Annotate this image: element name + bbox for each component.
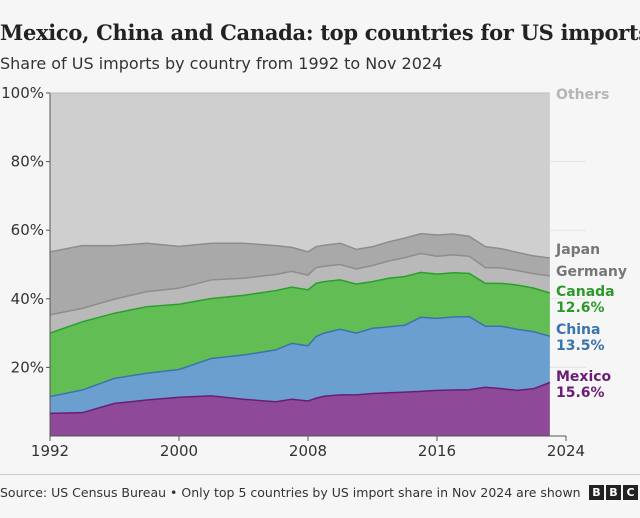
area-germany [50,253,550,334]
legend-label-germany: Germany [556,264,627,280]
legend-label-mexico: Mexico [556,369,612,385]
legend-value-mexico: 15.6% [556,385,605,401]
legend-value-china: 13.5% [556,338,605,354]
y-tick-label: 60% [11,221,44,239]
x-tick-label: 2016 [418,442,456,460]
line-mexico [49,381,551,415]
area-mexico [50,382,550,436]
y-tick-label: 40% [11,290,44,308]
line-japan [49,232,550,259]
area-canada [50,272,550,397]
stacked-area-chart: 20% 40% 60% 80% 100% 1992 2000 2008 2016 2024 Mexi… [1,84,627,460]
y-tick-label: 20% [11,358,44,376]
source-note: Source: US Census Bureau • Only top 5 co… [0,485,581,500]
legend-value-canada: 12.6% [556,300,605,316]
area-others [50,93,550,258]
y-tick-label: 100% [1,84,44,102]
legend-label-others: Others [556,87,609,103]
x-tick-label: 2024 [547,442,585,460]
x-tick-label: 1992 [31,442,69,460]
x-tick-label: 2008 [289,442,327,460]
chart-subtitle: Share of US imports by country from 1992… [0,54,443,73]
legend-label-canada: Canada [556,284,615,300]
line-china [49,315,551,398]
chart-title: Mexico, China and Canada: top countries … [0,20,640,45]
legend-label-china: China [556,322,600,338]
area-china [50,316,550,414]
footer-divider [0,474,640,475]
line-canada [49,271,551,334]
x-tick-label: 2000 [160,442,198,460]
legend-label-japan: Japan [555,242,600,258]
y-tick-label: 80% [11,153,44,171]
line-germany [49,252,550,316]
